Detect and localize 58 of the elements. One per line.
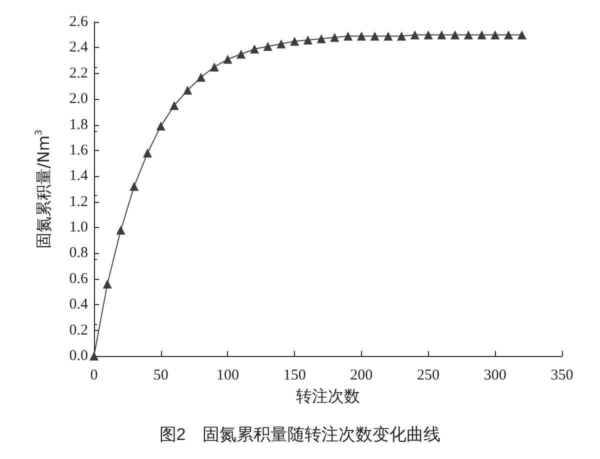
point	[517, 30, 526, 40]
point	[210, 62, 219, 72]
point	[223, 54, 232, 64]
point	[303, 35, 312, 44]
y-tick-label: 2.0	[69, 91, 88, 108]
point	[504, 30, 514, 40]
point	[276, 39, 286, 48]
caption: 图2 固氮累积量随转注次数变化曲线	[159, 425, 441, 444]
point	[397, 32, 406, 41]
point	[170, 101, 179, 110]
y-tick-label: 1.8	[69, 116, 88, 133]
point	[410, 30, 420, 40]
point	[477, 30, 486, 40]
y-tick-label: 1.0	[69, 220, 88, 236]
point	[316, 34, 326, 44]
y-tick-label: 0.2	[69, 322, 88, 338]
point	[370, 32, 380, 41]
y-tick-label: 2.4	[69, 40, 88, 56]
point	[290, 36, 300, 46]
point	[116, 226, 126, 235]
point	[102, 280, 112, 289]
point	[344, 32, 353, 41]
point	[437, 30, 446, 40]
x-tick-label: 350	[550, 368, 574, 384]
point	[464, 30, 473, 40]
y-tick-label: 1.2	[69, 194, 88, 210]
x-tick-label: 0	[90, 368, 98, 384]
point	[330, 32, 340, 42]
point	[450, 30, 460, 40]
y-tick-label: 2.6	[69, 14, 88, 30]
point	[490, 30, 500, 40]
x-tick-label: 150	[283, 368, 306, 384]
x-tick-label: 100	[216, 368, 239, 384]
point	[384, 32, 393, 41]
y-axis-title: 固氮累积量/Nm3	[34, 130, 53, 248]
point	[90, 352, 98, 360]
y-tick-label: 0.0	[69, 348, 88, 364]
y-tick-label: 0.6	[69, 270, 88, 287]
point	[424, 30, 433, 40]
y-tick-label: 0.8	[69, 245, 88, 262]
point	[356, 32, 366, 41]
x-tick-label: 200	[350, 368, 373, 384]
y-tick-label: 2.2	[69, 65, 88, 82]
point	[263, 42, 272, 51]
point	[196, 72, 206, 82]
point	[142, 148, 152, 158]
y-tick-label: 1.6	[69, 142, 88, 158]
point	[183, 86, 192, 95]
y-tick-label: 1.4	[69, 168, 88, 184]
x-tick-label: 250	[417, 368, 440, 384]
x-axis-title: 转注次数	[296, 386, 360, 406]
point	[236, 50, 246, 59]
point	[130, 182, 139, 191]
point	[250, 44, 259, 54]
point	[156, 122, 166, 131]
y-tick-label: 0.4	[69, 296, 88, 313]
x-tick-label: 300	[484, 368, 506, 384]
x-tick-label: 50	[153, 368, 168, 384]
